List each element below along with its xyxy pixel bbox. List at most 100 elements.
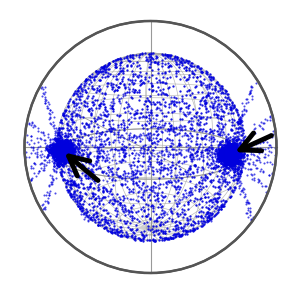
Point bbox=[63, 142, 68, 147]
Point bbox=[227, 153, 232, 157]
Point bbox=[56, 131, 61, 136]
Point bbox=[118, 135, 123, 140]
Point bbox=[215, 82, 220, 87]
Point bbox=[71, 109, 76, 113]
Point bbox=[70, 158, 74, 163]
Point bbox=[215, 211, 219, 216]
Point bbox=[84, 169, 88, 173]
Point bbox=[64, 152, 69, 157]
Point bbox=[225, 157, 230, 161]
Point bbox=[237, 150, 242, 155]
Point bbox=[97, 206, 102, 211]
Point bbox=[63, 152, 67, 156]
Point bbox=[48, 111, 52, 116]
Point bbox=[229, 155, 234, 160]
Point bbox=[106, 194, 111, 198]
Point bbox=[203, 100, 208, 105]
Point bbox=[61, 153, 66, 158]
Point bbox=[200, 223, 205, 227]
Point bbox=[222, 149, 227, 154]
Point bbox=[222, 157, 227, 162]
Point bbox=[126, 116, 131, 121]
Point bbox=[235, 176, 240, 181]
Point bbox=[233, 157, 238, 161]
Point bbox=[229, 152, 234, 157]
Point bbox=[168, 54, 173, 58]
Point bbox=[68, 146, 73, 151]
Point bbox=[68, 169, 73, 174]
Point bbox=[79, 212, 84, 216]
Point bbox=[225, 156, 229, 161]
Point bbox=[66, 189, 71, 194]
Point bbox=[203, 134, 207, 139]
Point bbox=[220, 203, 225, 208]
Point bbox=[177, 99, 182, 104]
Point bbox=[236, 177, 241, 181]
Point bbox=[62, 153, 67, 158]
Point bbox=[89, 112, 94, 117]
Point bbox=[174, 162, 179, 167]
Point bbox=[123, 90, 128, 95]
Point bbox=[53, 170, 58, 174]
Point bbox=[48, 143, 53, 148]
Point bbox=[185, 61, 190, 66]
Point bbox=[240, 185, 245, 190]
Point bbox=[133, 179, 138, 184]
Point bbox=[232, 153, 237, 158]
Point bbox=[152, 124, 157, 129]
Point bbox=[237, 183, 241, 188]
Point bbox=[198, 149, 203, 154]
Point bbox=[98, 148, 103, 153]
Point bbox=[238, 169, 243, 174]
Point bbox=[57, 147, 61, 152]
Point bbox=[55, 145, 60, 150]
Point bbox=[197, 184, 202, 189]
Point bbox=[160, 111, 165, 115]
Point bbox=[231, 154, 236, 159]
Point bbox=[138, 236, 143, 241]
Point bbox=[149, 51, 154, 56]
Point bbox=[60, 143, 65, 148]
Point bbox=[223, 157, 228, 162]
Point bbox=[94, 159, 99, 164]
Point bbox=[117, 148, 122, 153]
Point bbox=[60, 149, 65, 154]
Point bbox=[42, 141, 47, 145]
Point bbox=[97, 84, 102, 89]
Point bbox=[231, 157, 236, 162]
Point bbox=[156, 205, 161, 209]
Point bbox=[50, 178, 55, 183]
Point bbox=[188, 214, 193, 219]
Point bbox=[32, 141, 36, 146]
Point bbox=[225, 148, 230, 153]
Point bbox=[88, 118, 93, 123]
Point bbox=[57, 127, 62, 132]
Point bbox=[79, 209, 83, 214]
Point bbox=[57, 143, 61, 148]
Point bbox=[63, 148, 67, 153]
Point bbox=[187, 163, 192, 168]
Point bbox=[61, 145, 66, 150]
Point bbox=[221, 156, 226, 161]
Point bbox=[100, 120, 105, 125]
Point bbox=[62, 143, 67, 148]
Point bbox=[58, 141, 63, 146]
Point bbox=[101, 226, 106, 230]
Point bbox=[67, 151, 72, 156]
Point bbox=[56, 126, 61, 131]
Point bbox=[268, 145, 273, 149]
Point bbox=[173, 166, 178, 171]
Point bbox=[61, 151, 66, 156]
Point bbox=[54, 137, 58, 141]
Point bbox=[228, 161, 233, 166]
Point bbox=[65, 151, 70, 156]
Point bbox=[220, 158, 225, 163]
Point bbox=[185, 59, 190, 64]
Point bbox=[190, 90, 194, 95]
Point bbox=[84, 150, 88, 155]
Point bbox=[140, 233, 145, 238]
Point bbox=[58, 138, 63, 143]
Point bbox=[58, 151, 63, 155]
Point bbox=[139, 51, 144, 56]
Point bbox=[59, 153, 64, 158]
